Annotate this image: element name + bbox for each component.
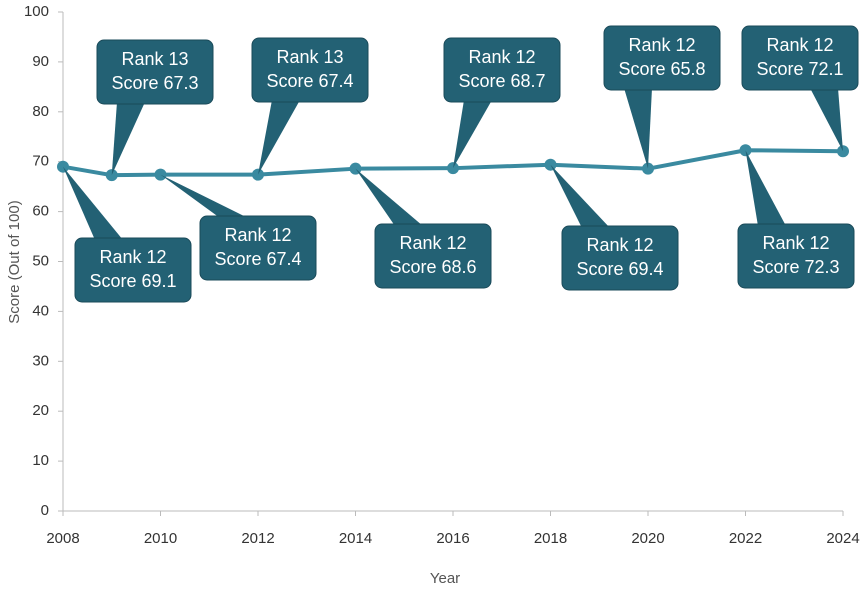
callout: Rank 12 Score 72.1	[741, 25, 859, 152]
callout-text: Rank 12	[224, 225, 291, 245]
x-tick-label: 2024	[826, 530, 859, 547]
callout-pointer	[745, 150, 786, 226]
callout-pointer	[453, 100, 492, 169]
callout-text: Score 69.1	[89, 271, 176, 291]
callout-text: Score 67.4	[266, 71, 353, 91]
callout-pointer	[355, 168, 423, 226]
line	[62, 148, 844, 178]
callout: Rank 12 Score 72.3	[737, 150, 855, 289]
callout-text: Score 68.7	[458, 71, 545, 91]
callout-pointer	[550, 164, 610, 228]
callout-text: Score 69.4	[576, 259, 663, 279]
y-tick-label: 70	[32, 153, 49, 170]
callout-box	[374, 223, 492, 289]
y-tick-label: 60	[32, 203, 49, 220]
callout: Rank 12 Score 69.1	[63, 166, 192, 303]
x-tick-label: 2014	[339, 530, 372, 547]
x-tick-label: 2020	[631, 530, 664, 547]
callout-text: Rank 12	[99, 247, 166, 267]
y-axis-title: Score (Out of 100)	[6, 200, 23, 323]
x-tick-label: 2018	[534, 530, 567, 547]
y-tick-label: 40	[32, 302, 49, 319]
callout: Rank 13 Score 67.3	[96, 39, 214, 176]
callout-text: Rank 13	[121, 49, 188, 69]
callout-text: Rank 12	[762, 233, 829, 253]
x-tick-label: 2022	[729, 530, 762, 547]
callout-text: Score 65.8	[618, 59, 705, 79]
callout-pointer	[63, 166, 123, 240]
callout-box	[603, 25, 721, 91]
callout-text: Rank 12	[628, 35, 695, 55]
y-tick-label: 10	[32, 452, 49, 469]
callout: Rank 12 Score 68.6	[355, 168, 492, 289]
callout: Rank 12 Score 65.8	[603, 25, 721, 169]
x-tick-label: 2012	[241, 530, 274, 547]
callout-text: Score 67.4	[214, 249, 301, 269]
callout-box	[251, 37, 369, 103]
y-tick-label: 50	[32, 252, 49, 269]
callout-pointer	[111, 102, 145, 176]
y-tick-label: 20	[32, 402, 49, 419]
callout-pointer	[258, 100, 300, 175]
callout-text: Rank 12	[468, 47, 535, 67]
callout-box	[199, 215, 317, 281]
callout-text: Rank 12	[399, 233, 466, 253]
callout-box	[443, 37, 561, 103]
callout-text: Score 72.3	[752, 257, 839, 277]
callout-pointer	[624, 88, 652, 169]
y-tick-label: 90	[32, 53, 49, 70]
y-tick-label: 100	[24, 3, 49, 20]
x-axis-title: Year	[430, 570, 460, 587]
y-tick-label: 30	[32, 352, 49, 369]
callout-text: Score 67.3	[111, 73, 198, 93]
callout-pointer	[160, 174, 248, 218]
callout-text: Rank 13	[276, 47, 343, 67]
y-tick-label: 80	[32, 103, 49, 120]
callout-pointer	[810, 88, 843, 152]
callout: Rank 12 Score 67.4	[160, 174, 317, 281]
callout: Rank 13 Score 67.4	[251, 37, 369, 175]
callout-text: Score 72.1	[756, 59, 843, 79]
callout-text: Rank 12	[586, 235, 653, 255]
x-tick-label: 2016	[436, 530, 469, 547]
callout-text: Rank 12	[766, 35, 833, 55]
callout-box	[96, 39, 214, 105]
callout-box	[74, 237, 192, 303]
callout: Rank 12 Score 68.7	[443, 37, 561, 169]
callout-box	[737, 223, 855, 289]
y-tick-label: 0	[41, 502, 49, 519]
callout: Rank 12 Score 69.4	[550, 164, 679, 291]
x-tick-label: 2010	[144, 530, 177, 547]
callout-box	[741, 25, 859, 91]
x-tick-label: 2008	[46, 530, 79, 547]
callout-box	[561, 225, 679, 291]
callout-text: Score 68.6	[389, 257, 476, 277]
